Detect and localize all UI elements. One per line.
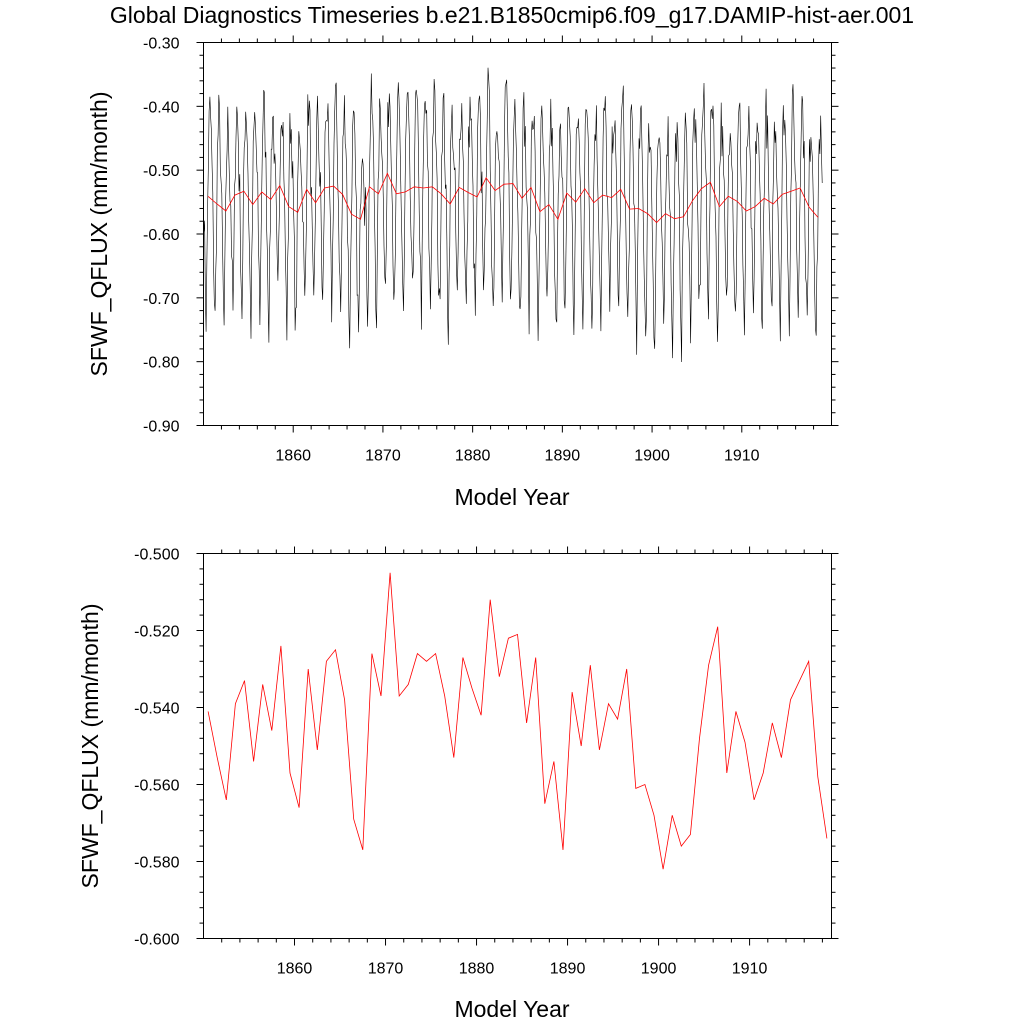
x-tick-label: 1880 <box>459 961 495 978</box>
bottom-y-axis-label: SFWF_QFLUX (mm/month) <box>77 604 103 889</box>
x-tick-label: 1890 <box>545 448 581 465</box>
y-tick-label: -0.30 <box>143 36 180 53</box>
chart-title: Global Diagnostics Timeseries b.e21.B185… <box>110 2 914 28</box>
y-tick-label: -0.90 <box>143 419 180 436</box>
y-tick-label: -0.50 <box>143 163 180 180</box>
y-tick-label: -0.70 <box>143 291 180 308</box>
y-tick-label: -0.80 <box>143 355 180 372</box>
x-tick-label: 1870 <box>365 448 401 465</box>
x-tick-label: 1910 <box>724 448 760 465</box>
top-panel: -0.90 -0.80 -0.70 -0.60 -0.50 -0.40 -0.30 1860… <box>86 35 839 510</box>
top-plot-frame <box>203 42 832 426</box>
bottom-x-axis-label: Model Year <box>454 996 569 1022</box>
y-tick-label: -0.600 <box>134 932 179 949</box>
x-tick-label: 1860 <box>277 961 313 978</box>
bottom-y-tick-labels: -0.600 -0.580 -0.560 -0.540 -0.520 -0.500 <box>134 547 179 949</box>
x-tick-label: 1870 <box>368 961 404 978</box>
x-tick-label: 1910 <box>732 961 768 978</box>
annual-mean-series-line <box>207 572 828 870</box>
top-x-tick-labels: 1860 1870 1880 1890 1900 1910 <box>275 448 759 465</box>
bottom-panel: -0.600 -0.580 -0.560 -0.540 -0.520 -0.500 186… <box>77 546 839 1022</box>
bottom-plot-frame <box>203 553 832 939</box>
x-tick-label: 1900 <box>641 961 677 978</box>
y-tick-label: -0.60 <box>143 227 180 244</box>
top-ticks <box>196 35 839 433</box>
y-tick-label: -0.40 <box>143 99 180 116</box>
x-tick-label: 1880 <box>455 448 491 465</box>
monthly-series-line <box>203 67 823 363</box>
x-tick-label: 1860 <box>275 448 311 465</box>
bottom-ticks <box>196 546 839 946</box>
top-y-axis-label: SFWF_QFLUX (mm/month) <box>86 92 112 377</box>
y-tick-label: -0.500 <box>134 547 179 564</box>
y-tick-label: -0.520 <box>134 624 179 641</box>
x-tick-label: 1890 <box>550 961 586 978</box>
annual-mean-series-line-top <box>207 172 819 224</box>
y-tick-label: -0.580 <box>134 855 179 872</box>
bottom-x-tick-labels: 1860 1870 1880 1890 1900 1910 <box>277 961 768 978</box>
y-tick-label: -0.540 <box>134 701 179 718</box>
y-tick-label: -0.560 <box>134 778 179 795</box>
top-y-tick-labels: -0.90 -0.80 -0.70 -0.60 -0.50 -0.40 -0.30 <box>143 36 180 436</box>
top-x-axis-label: Model Year <box>454 484 569 510</box>
x-tick-label: 1900 <box>634 448 670 465</box>
